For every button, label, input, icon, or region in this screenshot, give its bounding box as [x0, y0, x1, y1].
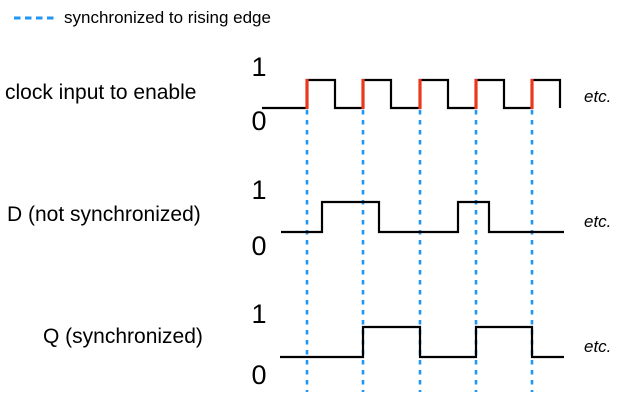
low-label-clock: 0	[251, 106, 267, 136]
legend-dash-icon	[14, 16, 54, 20]
legend-label: synchronized to rising edge	[64, 8, 271, 27]
low-label-q: 0	[251, 360, 267, 390]
legend: synchronized to rising edge	[13, 8, 271, 28]
etc-label-q: etc.	[584, 337, 612, 356]
high-label-clock: 1	[251, 52, 267, 82]
row-label-q: Q (synchronized)	[43, 325, 203, 348]
high-label-d: 1	[251, 175, 267, 205]
row-label-clock: clock input to enable	[5, 81, 197, 104]
high-label-q: 1	[251, 299, 267, 329]
etc-label-d: etc.	[584, 212, 612, 231]
wave-d	[281, 200, 564, 234]
wave-q	[280, 325, 564, 359]
row-label-d: D (not synchronized)	[7, 203, 201, 226]
etc-label-clock: etc.	[584, 87, 612, 106]
low-label-d: 0	[251, 231, 267, 261]
